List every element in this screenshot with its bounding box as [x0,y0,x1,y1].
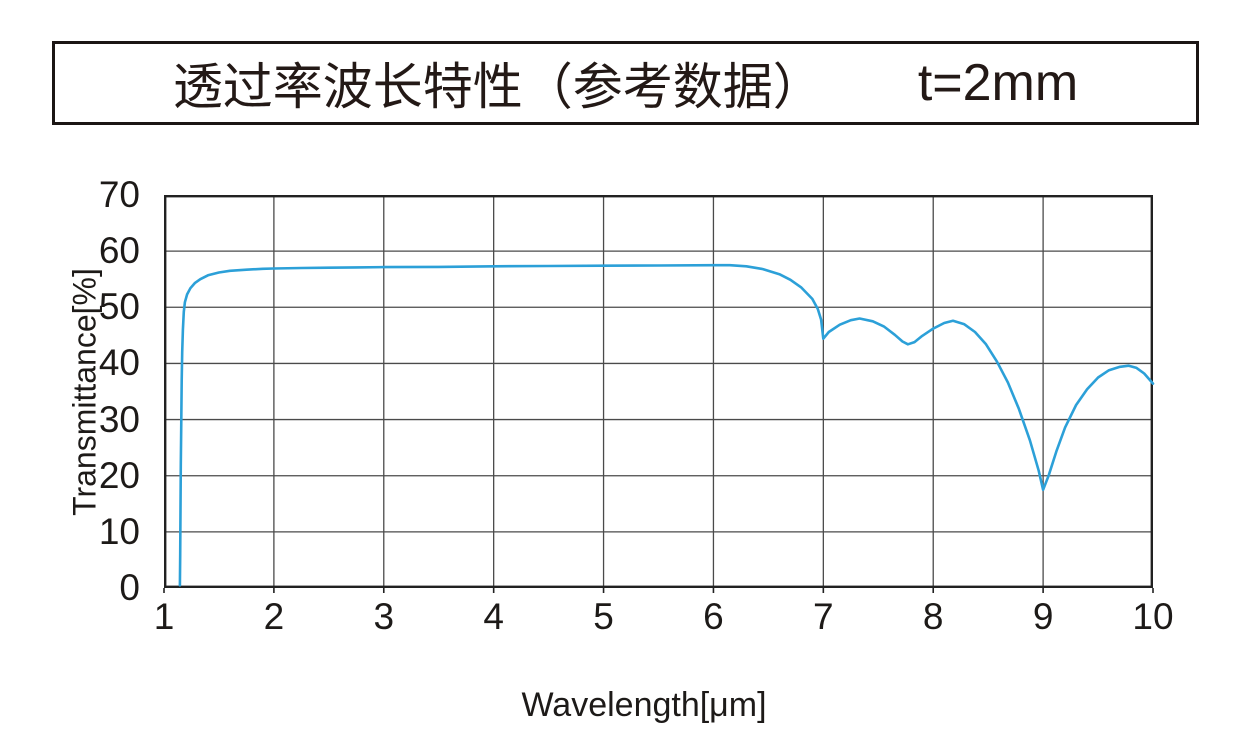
x-tick-labels: 1 2 3 4 5 6 7 8 9 10 [154,596,1174,638]
chart-title-box: 透过率波长特性（参考数据） t=2mm [52,41,1199,125]
x-axis-title: Wavelength[μm] [521,686,767,724]
chart-title: 透过率波长特性（参考数据） [172,59,823,115]
y-tick-label: 10 [98,510,140,552]
x-tick-label: 1 [153,596,175,637]
x-tick-label: 2 [263,596,285,637]
y-tick-labels: 0 10 20 30 40 50 60 70 [0,176,150,607]
x-tick-label: 8 [922,596,944,637]
x-tick-label: 4 [483,596,504,637]
y-tick-label: 60 [98,230,140,272]
x-tick-label: 6 [703,596,724,637]
x-tick-label: 9 [1032,596,1054,637]
x-tick-label: 10 [1132,596,1174,637]
y-tick-label: 0 [119,567,140,608]
y-tick-label: 30 [98,398,140,440]
y-tick-label: 50 [98,286,140,328]
x-tick-label: 5 [593,596,614,637]
plot-border [164,195,1153,589]
thickness-label: t=2mm [917,54,1079,112]
y-tick-label: 40 [98,342,140,384]
plot-area [163,195,1155,593]
x-tick-label: 3 [373,596,395,637]
y-tick-label: 20 [98,454,140,496]
x-tick-label: 7 [813,596,834,637]
transmittance-curve [178,263,1155,587]
y-tick-label: 70 [98,174,140,215]
plot-svg [163,195,1155,593]
